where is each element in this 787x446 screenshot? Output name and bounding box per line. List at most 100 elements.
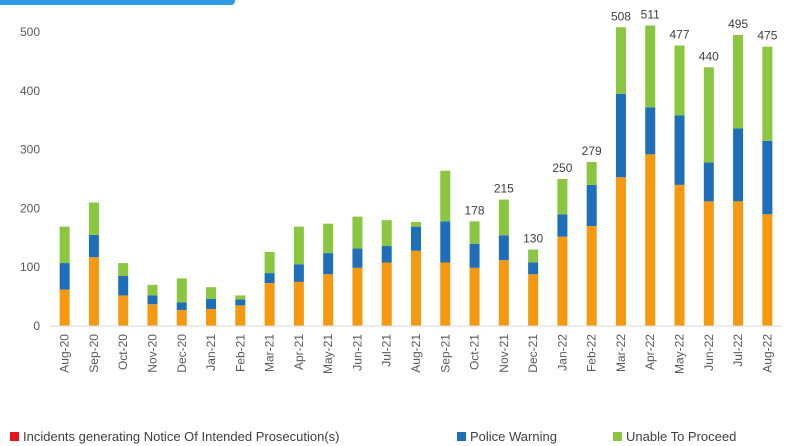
bar-segment-3 bbox=[645, 25, 656, 108]
y-tick-label: 500 bbox=[20, 25, 40, 39]
bar-segment-2 bbox=[59, 263, 70, 290]
bar-segment-3 bbox=[88, 202, 99, 235]
bar-segment-2 bbox=[147, 295, 158, 305]
bar-segment-2 bbox=[615, 93, 626, 178]
legend-item: Police Warning bbox=[457, 429, 557, 444]
bar-segment-2 bbox=[352, 248, 363, 268]
x-tick-label: Mar-22 bbox=[614, 334, 628, 372]
bar-segment-3 bbox=[733, 34, 744, 129]
bar-segment-2 bbox=[703, 162, 714, 202]
bar-segment-2 bbox=[440, 221, 451, 263]
bar-segment-2 bbox=[293, 264, 304, 282]
bar-segment-1 bbox=[674, 184, 685, 326]
bar-segment-1 bbox=[235, 305, 246, 326]
bar-segment-3 bbox=[528, 249, 539, 263]
bar-segment-2 bbox=[88, 234, 99, 258]
x-tick-label: Jan-22 bbox=[555, 334, 569, 371]
bar-segment-3 bbox=[703, 67, 714, 163]
x-tick-label: Sep-20 bbox=[87, 334, 101, 373]
bar-segment-3 bbox=[352, 216, 363, 249]
x-tick-label: Sep-21 bbox=[438, 334, 452, 373]
legend-item: Unable To Proceed bbox=[613, 429, 736, 444]
x-tick-label: Apr-21 bbox=[292, 334, 306, 370]
x-tick-label: Nov-21 bbox=[497, 334, 511, 373]
x-tick-label: Jan-21 bbox=[204, 334, 218, 371]
bar-segment-3 bbox=[381, 220, 392, 247]
data-label: 215 bbox=[494, 182, 514, 196]
bar-segment-1 bbox=[762, 214, 773, 326]
x-tick-label: Jun-21 bbox=[350, 334, 364, 371]
bar-segment-3 bbox=[206, 287, 217, 299]
bar-segment-2 bbox=[762, 140, 773, 215]
y-tick-label: 0 bbox=[33, 319, 40, 333]
bar-segment-3 bbox=[293, 226, 304, 265]
y-tick-label: 300 bbox=[20, 143, 40, 157]
bar-segment-1 bbox=[498, 260, 509, 326]
bar-segment-1 bbox=[469, 267, 480, 326]
bar-segment-3 bbox=[264, 251, 275, 274]
bar-segment-1 bbox=[147, 304, 158, 326]
data-label: 440 bbox=[699, 49, 719, 63]
bar-segment-1 bbox=[323, 274, 334, 326]
data-label: 495 bbox=[728, 17, 748, 31]
x-tick-label: Oct-20 bbox=[116, 334, 130, 370]
data-label: 178 bbox=[465, 203, 485, 217]
bar-segment-1 bbox=[615, 177, 626, 326]
bar-segment-3 bbox=[557, 179, 568, 215]
bar-segment-1 bbox=[206, 308, 217, 326]
legend-item: Incidents generating Notice Of Intended … bbox=[10, 429, 340, 444]
bar-segment-1 bbox=[118, 295, 129, 326]
bar-segment-1 bbox=[352, 267, 363, 326]
x-tick-label: Dec-20 bbox=[175, 334, 189, 373]
x-tick-label: Jul-22 bbox=[731, 334, 745, 367]
bar-segment-3 bbox=[411, 221, 421, 227]
bar-segment-3 bbox=[469, 221, 480, 244]
data-label: 279 bbox=[582, 144, 602, 158]
bar-segment-2 bbox=[235, 299, 246, 306]
bar-segment-2 bbox=[674, 115, 685, 185]
bar-segment-2 bbox=[528, 262, 539, 275]
bar-segment-3 bbox=[147, 284, 158, 296]
x-tick-label: Jul-21 bbox=[380, 334, 394, 367]
bars bbox=[59, 25, 773, 326]
bar-segment-1 bbox=[381, 262, 392, 326]
bar-segment-3 bbox=[615, 27, 626, 94]
bar-segment-3 bbox=[498, 199, 509, 236]
legend-label: Incidents generating Notice Of Intended … bbox=[23, 429, 340, 444]
data-label: 477 bbox=[670, 28, 690, 42]
data-label: 475 bbox=[757, 29, 777, 43]
legend-swatch bbox=[613, 432, 622, 441]
bar-segment-2 bbox=[557, 214, 568, 237]
bar-segment-3 bbox=[323, 223, 334, 254]
x-axis: Aug-20 Sep-20 Oct-20 Nov-20 Dec-20 Jan-21 Feb-… bbox=[58, 334, 775, 374]
bar-segment-1 bbox=[645, 154, 656, 326]
bar-segment-2 bbox=[264, 273, 275, 284]
bar-segment-2 bbox=[586, 184, 597, 227]
bar-segment-3 bbox=[762, 46, 773, 141]
x-tick-label: Aug-22 bbox=[760, 334, 774, 373]
bar-segment-2 bbox=[176, 302, 187, 311]
bar-segment-2 bbox=[381, 246, 392, 263]
legend-swatch bbox=[10, 432, 19, 441]
bar-segment-2 bbox=[206, 298, 217, 309]
bar-segment-1 bbox=[59, 289, 70, 326]
bar-segment-1 bbox=[440, 262, 451, 326]
y-tick-label: 200 bbox=[20, 201, 40, 215]
bar-segment-1 bbox=[293, 281, 304, 326]
x-tick-label: Nov-20 bbox=[145, 334, 159, 373]
x-tick-label: Mar-21 bbox=[263, 334, 277, 372]
x-tick-label: Dec-21 bbox=[526, 334, 540, 373]
legend-swatch bbox=[457, 432, 466, 441]
bar-segment-2 bbox=[498, 235, 509, 261]
x-tick-label: Feb-22 bbox=[585, 334, 599, 372]
bar-segment-1 bbox=[264, 283, 275, 326]
bar-segment-1 bbox=[703, 201, 714, 326]
bar-segment-3 bbox=[674, 45, 685, 116]
bar-segment-1 bbox=[88, 257, 99, 326]
y-axis: 0 100 200 300 400 500 bbox=[20, 25, 40, 333]
x-tick-label: Aug-21 bbox=[409, 334, 423, 373]
header-accent-bar bbox=[0, 0, 235, 5]
y-tick-label: 400 bbox=[20, 84, 40, 98]
bar-segment-1 bbox=[411, 250, 421, 326]
data-label: 250 bbox=[552, 161, 572, 175]
